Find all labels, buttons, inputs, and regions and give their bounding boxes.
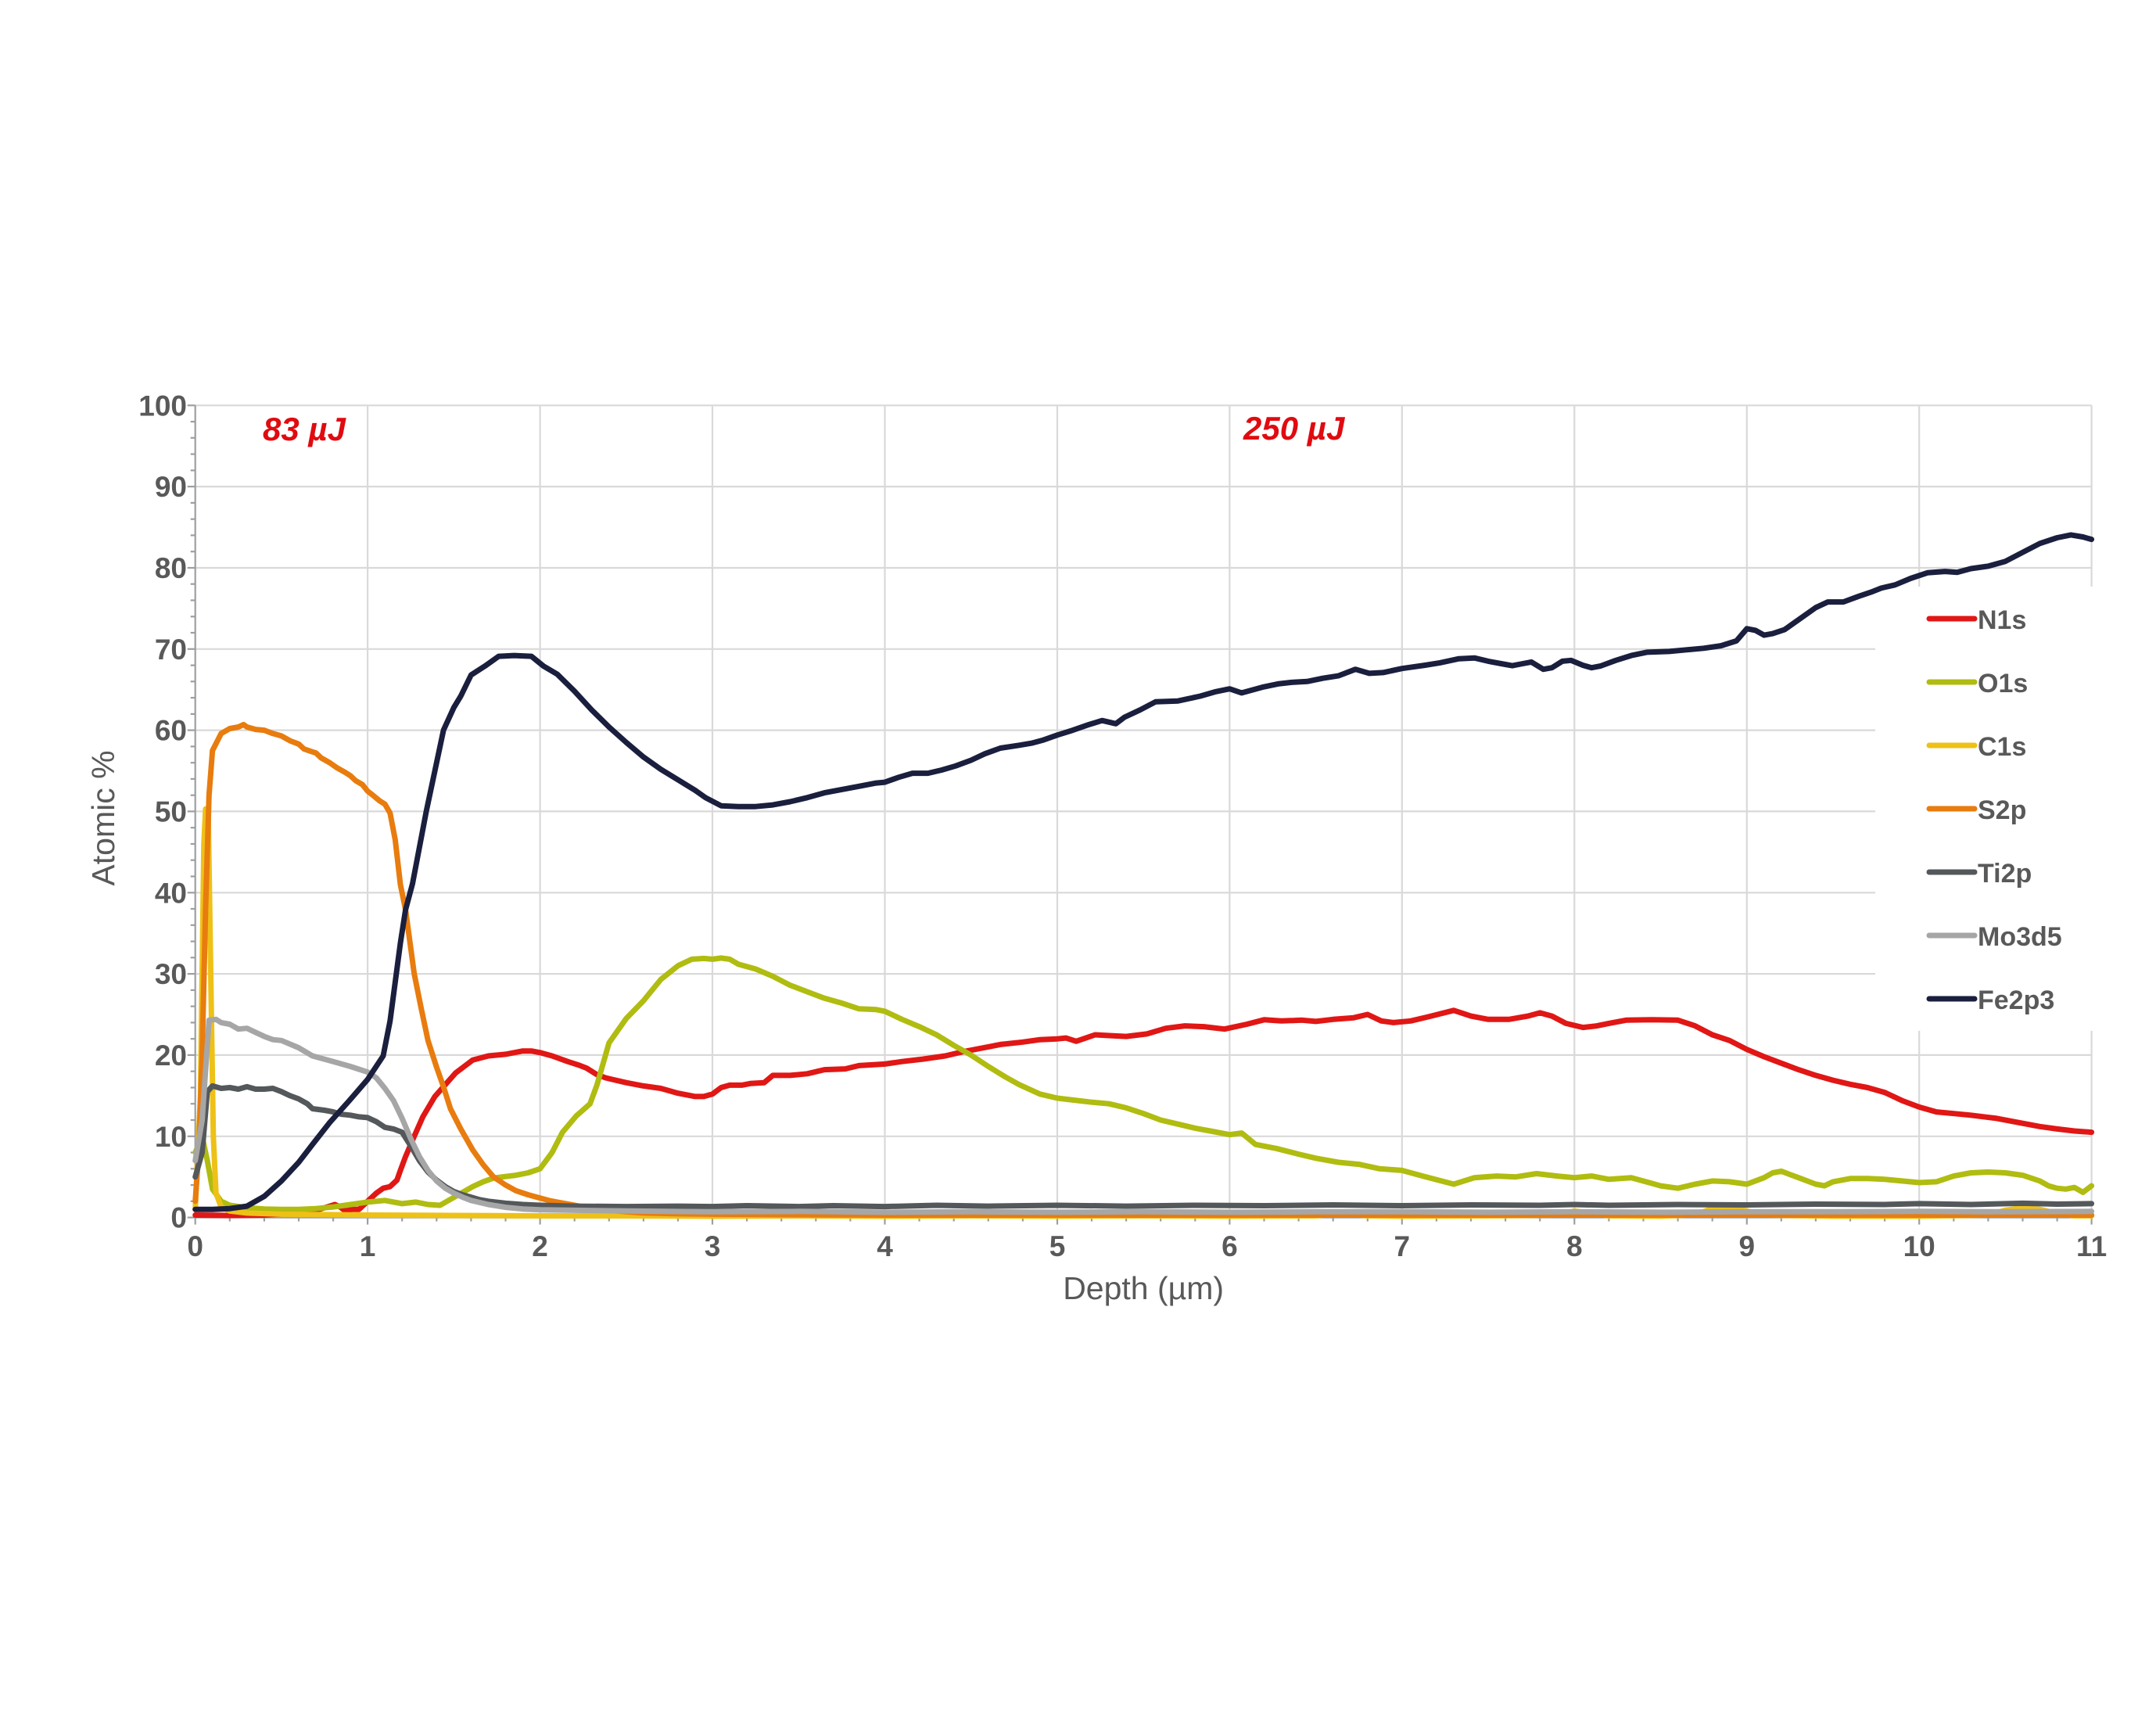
- svg-text:40: 40: [155, 877, 187, 909]
- svg-text:10: 10: [155, 1121, 187, 1153]
- svg-text:Atomic %: Atomic %: [85, 750, 121, 885]
- svg-text:9: 9: [1739, 1230, 1756, 1262]
- svg-text:Ti2p: Ti2p: [1978, 859, 2032, 889]
- svg-text:2: 2: [532, 1230, 548, 1262]
- svg-text:11: 11: [2076, 1230, 2107, 1262]
- svg-text:10: 10: [1903, 1230, 1935, 1262]
- svg-text:0: 0: [170, 1202, 187, 1234]
- svg-text:Mo3d5: Mo3d5: [1978, 922, 2062, 952]
- svg-text:5: 5: [1049, 1230, 1066, 1262]
- svg-text:C1s: C1s: [1978, 732, 2026, 762]
- svg-text:70: 70: [155, 634, 187, 666]
- svg-text:8: 8: [1566, 1230, 1583, 1262]
- svg-text:7: 7: [1394, 1230, 1411, 1262]
- svg-text:6: 6: [1221, 1230, 1238, 1262]
- svg-text:3: 3: [705, 1230, 721, 1262]
- svg-text:100: 100: [138, 390, 187, 422]
- svg-text:90: 90: [155, 471, 187, 503]
- svg-text:4: 4: [877, 1230, 893, 1262]
- svg-text:Depth (µm): Depth (µm): [1063, 1270, 1224, 1306]
- svg-text:83 µJ: 83 µJ: [263, 411, 347, 447]
- svg-text:60: 60: [155, 715, 187, 747]
- svg-text:80: 80: [155, 552, 187, 584]
- svg-text:Fe2p3: Fe2p3: [1978, 986, 2054, 1015]
- svg-text:30: 30: [155, 958, 187, 990]
- svg-text:20: 20: [155, 1039, 187, 1072]
- svg-text:O1s: O1s: [1978, 669, 2028, 698]
- svg-text:S2p: S2p: [1978, 795, 2026, 825]
- svg-text:250 µJ: 250 µJ: [1243, 410, 1346, 447]
- svg-text:1: 1: [360, 1230, 376, 1262]
- svg-text:0: 0: [187, 1230, 203, 1262]
- svg-text:50: 50: [155, 795, 187, 828]
- svg-text:N1s: N1s: [1978, 605, 2026, 635]
